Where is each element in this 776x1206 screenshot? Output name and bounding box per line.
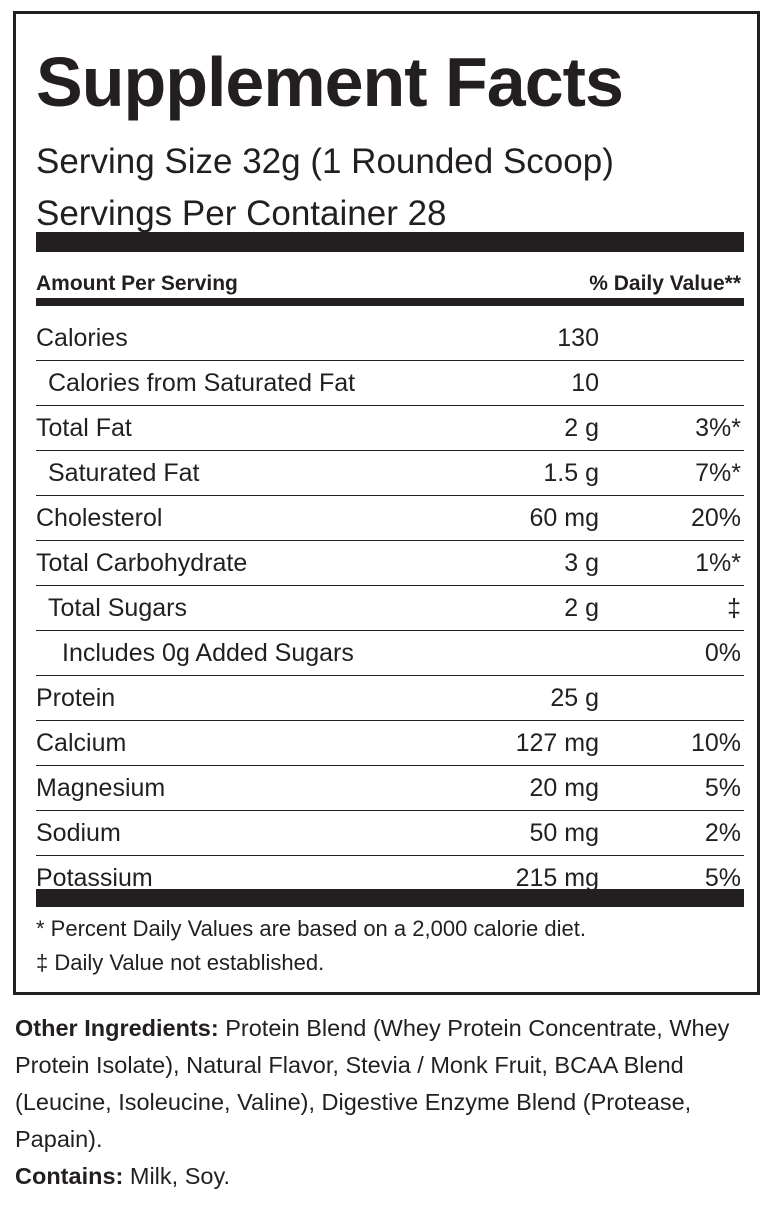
nutrient-name: Protein — [36, 684, 116, 712]
amount: 60 mg — [529, 504, 599, 532]
daily-value: 0% — [704, 639, 741, 667]
daily-value: 5% — [704, 774, 741, 802]
daily-value: ‡ — [727, 594, 741, 622]
text: Protein Blend (Whey Protein Concentrate,… — [15, 1015, 730, 1152]
amount: 25 g — [550, 684, 599, 712]
label: Other Ingredients: — [15, 1015, 219, 1041]
header-right: % Daily Value** — [589, 272, 741, 295]
amount: 3 g — [564, 549, 599, 577]
nutrient-row: Calcium 127 mg 10% — [36, 721, 744, 766]
nutrient-row: Calories from Saturated Fat 10 — [36, 361, 744, 406]
daily-value: 10% — [690, 729, 741, 757]
title: Supplement Facts — [36, 43, 624, 121]
contains: Contains: Milk, Soy. — [15, 1158, 765, 1195]
daily-value: 20% — [690, 504, 741, 532]
amount: 1.5 g — [543, 459, 599, 487]
nutrient-row: Cholesterol 60 mg 20% — [36, 496, 744, 541]
nutrient-name: Includes 0g Added Sugars — [62, 639, 354, 667]
daily-value: 1%* — [695, 549, 741, 577]
daily-value: 3%* — [695, 414, 741, 442]
amount: 50 mg — [529, 819, 599, 847]
nutrient-row: Magnesium 20 mg 5% — [36, 766, 744, 811]
nutrient-row: Protein 25 g — [36, 676, 744, 721]
nutrient-row: Includes 0g Added Sugars 0% — [36, 631, 744, 676]
amount: 127 mg — [515, 729, 599, 757]
nutrient-name: Total Sugars — [48, 594, 187, 622]
amount: 2 g — [564, 594, 599, 622]
text: Milk, Soy. — [129, 1163, 230, 1189]
nutrient-name: Calories from Saturated Fat — [48, 369, 356, 397]
column-header: Amount Per Serving % Daily Value** — [36, 272, 741, 296]
nutrient-name: Magnesium — [36, 774, 166, 802]
amount: 20 mg — [529, 774, 599, 802]
nutrient-name: Sodium — [36, 819, 121, 847]
facts-panel: Supplement Facts Serving Size 32g (1 Rou… — [13, 11, 760, 995]
ingredients: Other Ingredients: Protein Blend (Whey P… — [15, 1010, 765, 1195]
daily-value: 5% — [704, 864, 741, 892]
header-left: Amount Per Serving — [36, 272, 238, 295]
nutrient-row: Total Carbohydrate 3 g 1%* — [36, 541, 744, 586]
nutrient-row: Potassium 215 mg 5% — [36, 856, 744, 900]
nutrient-name: Total Carbohydrate — [36, 549, 248, 577]
nutrient-row: Total Fat 2 g 3%* — [36, 406, 744, 451]
serving-size: Serving Size 32g (1 Rounded Scoop) — [36, 142, 614, 181]
nutrient-name: Potassium — [36, 864, 153, 892]
amount: 130 — [557, 324, 599, 352]
nutrient-name: Saturated Fat — [48, 459, 200, 487]
other-ingredients: Other Ingredients: Protein Blend (Whey P… — [15, 1010, 765, 1158]
nutrient-name: Total Fat — [36, 414, 132, 442]
nutrient-name: Cholesterol — [36, 504, 163, 532]
nutrient-row: Saturated Fat 1.5 g 7%* — [36, 451, 744, 496]
nutrient-rows: Calories 130 Calories from Saturated Fat 10… — [36, 316, 744, 900]
nutrient-row: Sodium 50 mg 2% — [36, 811, 744, 856]
amount: 2 g — [564, 414, 599, 442]
daily-value: 7%* — [695, 459, 741, 487]
nutrient-row: Calories 130 — [36, 316, 744, 361]
nutrient-row: Total Sugars 2 g ‡ — [36, 586, 744, 631]
servings-per-container: Servings Per Container 28 — [36, 194, 447, 233]
amount: 215 mg — [515, 864, 599, 892]
footnote: * Percent Daily Values are based on a 2,… — [36, 916, 586, 941]
label: Contains: — [15, 1163, 124, 1189]
amount: 10 — [571, 369, 599, 397]
nutrient-name: Calories — [36, 324, 128, 352]
daily-value: 2% — [704, 819, 741, 847]
thick-rule — [36, 232, 744, 252]
medium-rule — [36, 298, 744, 306]
thick-rule — [36, 889, 744, 907]
nutrient-name: Calcium — [36, 729, 127, 757]
footnote: ‡ Daily Value not established. — [36, 950, 325, 975]
